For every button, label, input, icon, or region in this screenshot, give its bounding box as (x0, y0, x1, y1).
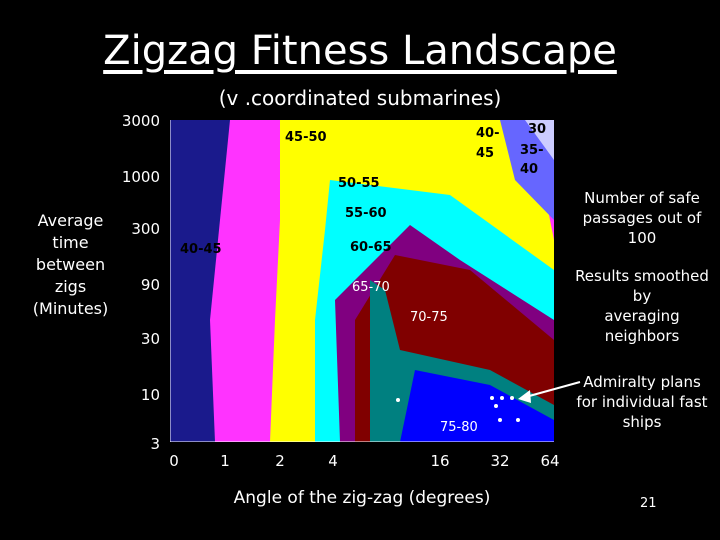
note-line: for individual fast (576, 393, 708, 411)
band-75-80 (400, 370, 554, 442)
band-label-40-45-top-line1: 40- (476, 126, 500, 141)
slide-title: Zigzag Fitness Landscape (103, 28, 617, 74)
band-label-65-70: 65-70 (352, 280, 390, 295)
band-label-30-35: 30 (528, 122, 547, 137)
y-tick-30: 30 (140, 330, 160, 348)
note-smoothing: Results smoothed by averaging neighbors (566, 266, 718, 346)
y-tick-90: 90 (140, 276, 160, 294)
marker-dot (516, 418, 520, 422)
admiralty-arrow-line (521, 381, 581, 399)
admiralty-arrow-head (518, 390, 531, 403)
y-tick-10: 10 (140, 386, 160, 404)
y-tick-3000: 3000 (121, 112, 160, 130)
band-label-70-75: 70-75 (410, 310, 448, 325)
note-line: passages out of 100 (582, 209, 702, 247)
y-axis-label-line: between zigs (35, 255, 106, 296)
x-tick-2: 2 (275, 452, 285, 470)
x-tick-4: 4 (328, 452, 338, 470)
x-axis-label: Angle of the zig-zag (degrees) (233, 488, 491, 508)
x-tick-0: 0 (169, 452, 179, 470)
band-label-35-40-line2: 40 (520, 162, 539, 177)
y-tick-1000: 1000 (121, 168, 160, 186)
note-line: ships (622, 413, 662, 431)
marker-dot (396, 398, 400, 402)
band-35-40 (500, 120, 554, 220)
marker-dot (510, 396, 514, 400)
note-safe-passages: Number of safe passages out of 100 (566, 188, 718, 248)
y-axis-label-line: (Minutes) (32, 299, 109, 318)
band-label-40-45-top-line2: 45 (476, 146, 495, 161)
band-label-45-50: 45-50 (285, 130, 327, 145)
page-number: 21 (640, 496, 657, 511)
note-line: Admiralty plans (583, 373, 701, 391)
band-30-35 (525, 120, 554, 160)
note-line: Number of safe (584, 189, 700, 207)
y-axis-label: Average time between zigs (Minutes) (18, 210, 123, 320)
band-label-55-60: 55-60 (345, 206, 387, 221)
y-tick-3: 3 (150, 435, 160, 453)
band-label-50-55: 50-55 (338, 176, 380, 191)
band-label-35-40-line1: 35- (520, 143, 544, 158)
slide-subtitle: (v .coordinated submarines) (218, 86, 502, 110)
marker-dot (490, 396, 494, 400)
marker-dot (498, 418, 502, 422)
note-line: Results smoothed by (575, 267, 709, 305)
x-tick-1: 1 (220, 452, 230, 470)
y-axis-label-line: Average time (37, 211, 104, 252)
marker-dot (500, 396, 504, 400)
x-tick-32: 32 (490, 452, 510, 470)
band-label-60-65: 60-65 (350, 240, 392, 255)
marker-dot (494, 404, 498, 408)
contour-plot (170, 120, 554, 442)
contour-plot-svg (170, 120, 554, 442)
x-tick-16: 16 (430, 452, 450, 470)
band-label-75-80: 75-80 (440, 420, 478, 435)
x-tick-64: 64 (540, 452, 560, 470)
note-admiralty: Admiralty plans for individual fast ship… (572, 372, 712, 432)
note-line: averaging neighbors (604, 307, 680, 345)
band-label-40-45-left: 40-45 (180, 242, 222, 257)
y-tick-300: 300 (131, 220, 160, 238)
